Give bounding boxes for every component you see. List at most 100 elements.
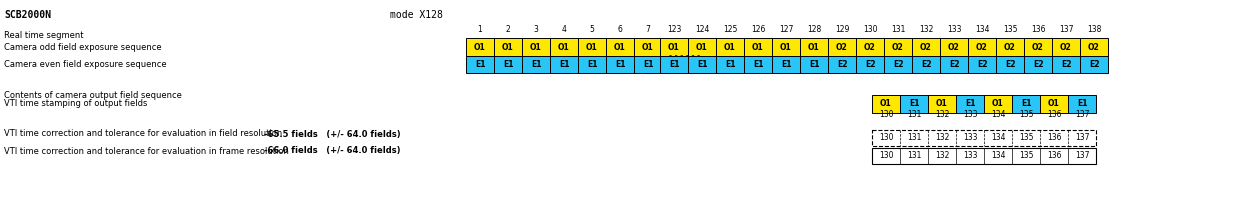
Bar (956, 95, 984, 113)
Text: O1: O1 (880, 99, 892, 108)
Text: 132: 132 (919, 25, 934, 34)
Text: 133: 133 (962, 152, 978, 160)
Text: 131: 131 (906, 134, 921, 142)
Text: O2: O2 (949, 43, 960, 51)
Bar (912, 56, 940, 73)
Text: 136: 136 (1031, 25, 1045, 34)
Bar (772, 38, 800, 56)
Text: O1: O1 (992, 99, 1004, 108)
Bar (494, 38, 522, 56)
Bar (772, 56, 800, 73)
Text: O1: O1 (696, 43, 708, 51)
Bar (634, 56, 662, 73)
Bar (634, 38, 662, 56)
Text: E1: E1 (1076, 99, 1088, 108)
Text: 132: 132 (935, 152, 949, 160)
Text: O2: O2 (1004, 43, 1016, 51)
Text: 135: 135 (1019, 110, 1034, 119)
Bar (522, 56, 550, 73)
Text: 137: 137 (1075, 110, 1089, 119)
Bar (884, 38, 912, 56)
Text: E2: E2 (1032, 60, 1044, 69)
Text: O1: O1 (586, 43, 598, 51)
Text: mode X128: mode X128 (390, 10, 442, 20)
Text: O2: O2 (1032, 43, 1044, 51)
Bar (522, 38, 550, 56)
Text: E1: E1 (669, 60, 679, 69)
Text: 124: 124 (695, 25, 709, 34)
Text: E1: E1 (752, 60, 764, 69)
Text: 137: 137 (1075, 152, 1089, 160)
Text: 138: 138 (1086, 25, 1101, 34)
Bar (1068, 95, 1096, 113)
Text: O2: O2 (864, 43, 876, 51)
Bar (872, 130, 1096, 146)
Bar (968, 38, 996, 56)
Bar (1013, 95, 1040, 113)
Bar (1052, 56, 1080, 73)
Text: E2: E2 (976, 60, 988, 69)
Text: 134: 134 (991, 134, 1005, 142)
Text: O2: O2 (1088, 43, 1100, 51)
Bar (466, 38, 494, 56)
Bar (550, 56, 578, 73)
Bar (996, 38, 1024, 56)
Text: 126: 126 (751, 25, 765, 34)
Text: Real time segment: Real time segment (4, 30, 84, 40)
Bar (856, 56, 884, 73)
Text: O2: O2 (892, 43, 904, 51)
Text: E2: E2 (892, 60, 904, 69)
Bar (884, 56, 912, 73)
Text: 135: 135 (1019, 134, 1034, 142)
Text: -65.5 fields   (+/- 64.0 fields): -65.5 fields (+/- 64.0 fields) (264, 130, 400, 138)
Text: E1: E1 (781, 60, 791, 69)
Text: 135: 135 (1019, 152, 1034, 160)
Text: E2: E2 (921, 60, 931, 69)
Text: 130: 130 (862, 25, 877, 34)
Text: 134: 134 (975, 25, 989, 34)
Bar (1080, 56, 1108, 73)
Text: E1: E1 (531, 60, 541, 69)
Bar (1052, 38, 1080, 56)
Text: VTI time correction and tolerance for evaluation in field resolution: VTI time correction and tolerance for ev… (4, 130, 282, 138)
Text: O2: O2 (836, 43, 848, 51)
Text: Contents of camera output field sequence: Contents of camera output field sequence (4, 90, 182, 99)
Text: 137: 137 (1075, 134, 1089, 142)
Bar (968, 56, 996, 73)
Text: 130: 130 (879, 152, 894, 160)
Bar (996, 56, 1024, 73)
Bar (660, 56, 688, 73)
Text: 134: 134 (991, 152, 1005, 160)
Text: 131: 131 (906, 152, 921, 160)
Bar (912, 38, 940, 56)
Text: VTI time correction and tolerance for evaluation in frame resolution: VTI time correction and tolerance for ev… (4, 146, 289, 156)
Bar (828, 56, 856, 73)
Text: E1: E1 (559, 60, 569, 69)
Text: E1: E1 (642, 60, 654, 69)
Text: 125: 125 (722, 25, 738, 34)
Bar (1024, 56, 1052, 73)
Text: 132: 132 (935, 110, 949, 119)
Text: E1: E1 (586, 60, 598, 69)
Text: E1: E1 (965, 99, 975, 108)
Bar (606, 38, 634, 56)
Bar (744, 56, 772, 73)
Text: VTI time stamping of output fields: VTI time stamping of output fields (4, 99, 148, 108)
Bar (578, 56, 606, 73)
Text: O1: O1 (530, 43, 542, 51)
Text: 7: 7 (645, 25, 650, 34)
Text: O1: O1 (474, 43, 486, 51)
Text: E2: E2 (836, 60, 848, 69)
Bar (1040, 95, 1068, 113)
Bar (494, 56, 522, 73)
Text: 127: 127 (779, 25, 794, 34)
Text: O2: O2 (976, 43, 988, 51)
Text: 6: 6 (618, 25, 622, 34)
Text: Camera even field exposure sequence: Camera even field exposure sequence (4, 60, 166, 69)
Text: O2: O2 (920, 43, 932, 51)
Text: 131: 131 (906, 110, 921, 119)
Text: Camera odd field exposure sequence: Camera odd field exposure sequence (4, 43, 161, 51)
Text: 137: 137 (1059, 25, 1074, 34)
Bar (688, 56, 716, 73)
Text: 5: 5 (590, 25, 595, 34)
